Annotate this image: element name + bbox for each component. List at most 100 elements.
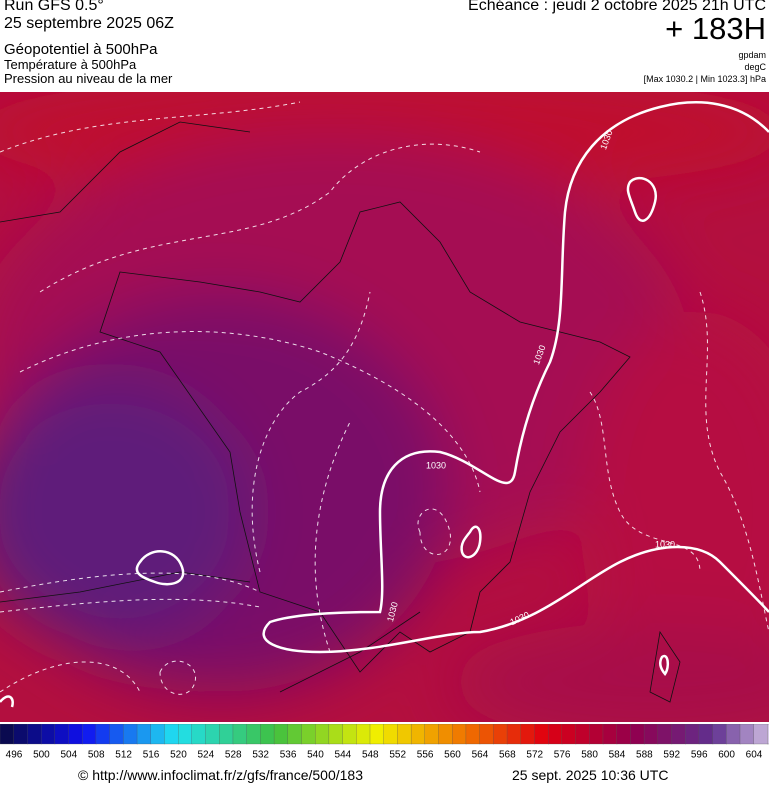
isobar-label: 1030 — [655, 539, 675, 549]
colorbar-swatch — [369, 724, 385, 745]
run: Run GFS 0.5° — [4, 0, 104, 14]
colorbar-swatch — [219, 724, 234, 745]
source: © http://www.infoclimat.fr/z/gfs/france/… — [78, 767, 363, 783]
colorbar-label: 600 — [718, 750, 735, 761]
colorbar-swatch — [0, 724, 15, 745]
colorbar-label: 568 — [499, 750, 516, 761]
colorbar-label: 588 — [636, 750, 653, 761]
lead-time: + 183H — [665, 11, 766, 46]
colorbar-label: 536 — [280, 750, 297, 761]
colorbar-label: 584 — [609, 750, 626, 761]
field: Température à 500hPa — [4, 57, 137, 72]
temperature-contours — [0, 101, 769, 695]
unit: gpdam — [738, 50, 766, 60]
colorbar-label: 496 — [6, 750, 23, 761]
colorbar-swatch — [164, 724, 179, 745]
colorbar-swatch — [342, 724, 357, 745]
colorbar-swatch — [465, 724, 481, 745]
colorbar-swatch — [424, 724, 440, 745]
colorbar-label: 556 — [417, 750, 434, 761]
coastline — [0, 121, 681, 703]
run-date: 25 septembre 2025 06Z — [4, 15, 174, 32]
colorbar-swatch — [438, 724, 453, 745]
colorbar-label: 564 — [472, 750, 489, 761]
isobar-label: 1030 — [426, 460, 446, 470]
colorbar-swatch — [602, 724, 618, 745]
colorbar-swatch — [630, 724, 645, 745]
colorbar-swatch — [712, 724, 727, 745]
colorbar-swatch — [191, 724, 207, 745]
forecast-time: Echéance : jeudi 2 octobre 2025 21h UTC — [468, 0, 766, 14]
colorbar-label: 572 — [526, 750, 543, 761]
colorbar-swatch — [739, 724, 755, 745]
colorbar: 496 500 504 508 512 516 520 524 528 532 536 540 544 5… — [0, 724, 769, 761]
colorbar-swatch — [657, 724, 673, 745]
colorbar-swatch — [575, 724, 590, 745]
colorbar-swatch — [506, 724, 522, 745]
colorbar-swatch — [13, 724, 29, 745]
colorbar-label: 576 — [554, 750, 571, 761]
generated: 25 sept. 2025 10:36 UTC — [512, 767, 669, 783]
colorbar-label: 500 — [33, 750, 50, 761]
colorbar-swatch — [726, 724, 741, 745]
colorbar-swatch — [328, 724, 344, 745]
colorbar-swatch — [287, 724, 303, 745]
colorbar-label: 540 — [307, 750, 324, 761]
colorbar-swatch — [232, 724, 248, 745]
colorbar-swatch — [27, 724, 42, 745]
colorbar-swatch — [561, 724, 577, 745]
isobars — [0, 101, 769, 708]
colorbar-swatch — [356, 724, 371, 745]
colorbar-swatch — [205, 724, 220, 745]
colorbar-swatch — [95, 724, 111, 745]
field: Pression au niveau de la mer — [4, 71, 173, 86]
field: Géopotentiel à 500hPa — [4, 41, 158, 58]
colorbar-label: 508 — [88, 750, 105, 761]
colorbar-swatch — [452, 724, 467, 745]
colorbar-swatch — [40, 724, 56, 745]
colorbar-swatch — [547, 724, 563, 745]
unit: degC — [744, 62, 766, 72]
colorbar-label: 580 — [581, 750, 598, 761]
colorbar-label: 592 — [663, 750, 680, 761]
colorbar-label: 504 — [60, 750, 77, 761]
colorbar-swatch — [109, 724, 124, 745]
colorbar-swatch — [260, 724, 275, 745]
temperature-field — [0, 92, 769, 722]
colorbar-swatch — [315, 724, 330, 745]
colorbar-swatch — [123, 724, 138, 745]
colorbar-swatch — [301, 724, 316, 745]
colorbar-label: 532 — [252, 750, 269, 761]
colorbar-swatch — [54, 724, 70, 745]
colorbar-swatch — [589, 724, 604, 745]
colorbar-swatch — [493, 724, 508, 745]
colorbar-label: 560 — [444, 750, 461, 761]
colorbar-swatch — [479, 724, 494, 745]
colorbar-label: 552 — [389, 750, 406, 761]
colorbar-swatch — [698, 724, 714, 745]
colorbar-label: 516 — [143, 750, 160, 761]
colorbar-label: 544 — [335, 750, 352, 761]
colorbar-label: 596 — [691, 750, 708, 761]
colorbar-swatch — [767, 724, 769, 745]
colorbar-swatch — [177, 724, 193, 745]
colorbar-swatch — [534, 724, 549, 745]
colorbar-swatch — [150, 724, 166, 745]
colorbar-swatch — [383, 724, 399, 745]
colorbar-label: 604 — [746, 750, 763, 761]
colorbar-swatch — [753, 724, 769, 745]
pressure-range: [Max 1030.2 | Min 1023.3] hPa — [643, 74, 766, 84]
colorbar-label: 548 — [362, 750, 379, 761]
colorbar-label: 524 — [198, 750, 215, 761]
colorbar-swatch — [246, 724, 262, 745]
colorbar-label: 520 — [170, 750, 187, 761]
colorbar-swatch — [68, 724, 83, 745]
colorbar-swatch — [410, 724, 426, 745]
colorbar-swatch — [616, 724, 632, 745]
colorbar-swatch — [685, 724, 700, 745]
colorbar-swatch — [671, 724, 686, 745]
colorbar-swatch — [643, 724, 659, 745]
colorbar-swatch — [82, 724, 97, 745]
